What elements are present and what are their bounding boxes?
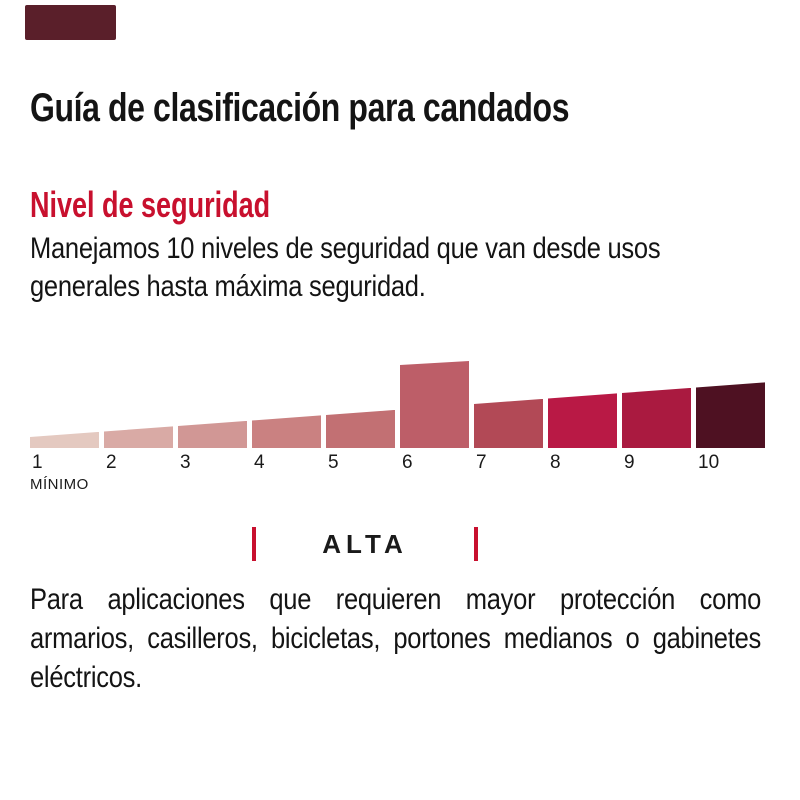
range-tick-left-icon — [252, 527, 256, 561]
level-label-7: 7 — [476, 452, 487, 473]
range-label: ALTA — [322, 529, 408, 559]
level-label-5: 5 — [328, 452, 339, 473]
level-labels: 1 2 3 4 5 6 7 8 9 10 — [30, 452, 770, 474]
level-bar-5 — [326, 409, 395, 448]
level-bar-9 — [622, 387, 691, 448]
description-text: Para aplicaciones que requieren mayor pr… — [30, 583, 761, 694]
security-level-chart — [30, 355, 770, 448]
level-label-10: 10 — [698, 452, 720, 473]
level-label-2: 2 — [106, 452, 117, 473]
section-heading: Nivel de seguridad — [30, 184, 271, 225]
level-bar-10 — [696, 382, 765, 448]
level-label-3: 3 — [180, 452, 191, 473]
level-label-6: 6 — [402, 452, 413, 473]
level-bar-6 — [400, 361, 469, 448]
level-label-1: 1 — [32, 452, 43, 473]
range-tick-right-icon — [474, 527, 478, 561]
level-bar-7 — [474, 398, 543, 448]
level-bar-4 — [252, 415, 321, 448]
brand-logo-block — [25, 5, 116, 40]
range-annotation: ALTA — [30, 527, 770, 561]
level-label-4: 4 — [254, 452, 265, 473]
level-label-9: 9 — [624, 452, 635, 473]
level-bar-1 — [30, 431, 99, 448]
page-title: Guía de clasificación para candados — [30, 86, 570, 130]
level-bar-2 — [104, 426, 173, 448]
minimum-label: MÍNIMO — [30, 476, 89, 493]
intro-text: Manejamos 10 niveles de seguridad que va… — [30, 232, 661, 303]
level-bar-3 — [178, 420, 247, 448]
level-bar-8 — [548, 393, 617, 448]
level-label-8: 8 — [550, 452, 561, 473]
